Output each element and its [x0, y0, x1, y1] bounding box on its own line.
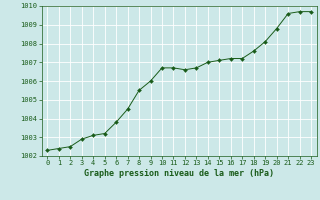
X-axis label: Graphe pression niveau de la mer (hPa): Graphe pression niveau de la mer (hPa)	[84, 169, 274, 178]
